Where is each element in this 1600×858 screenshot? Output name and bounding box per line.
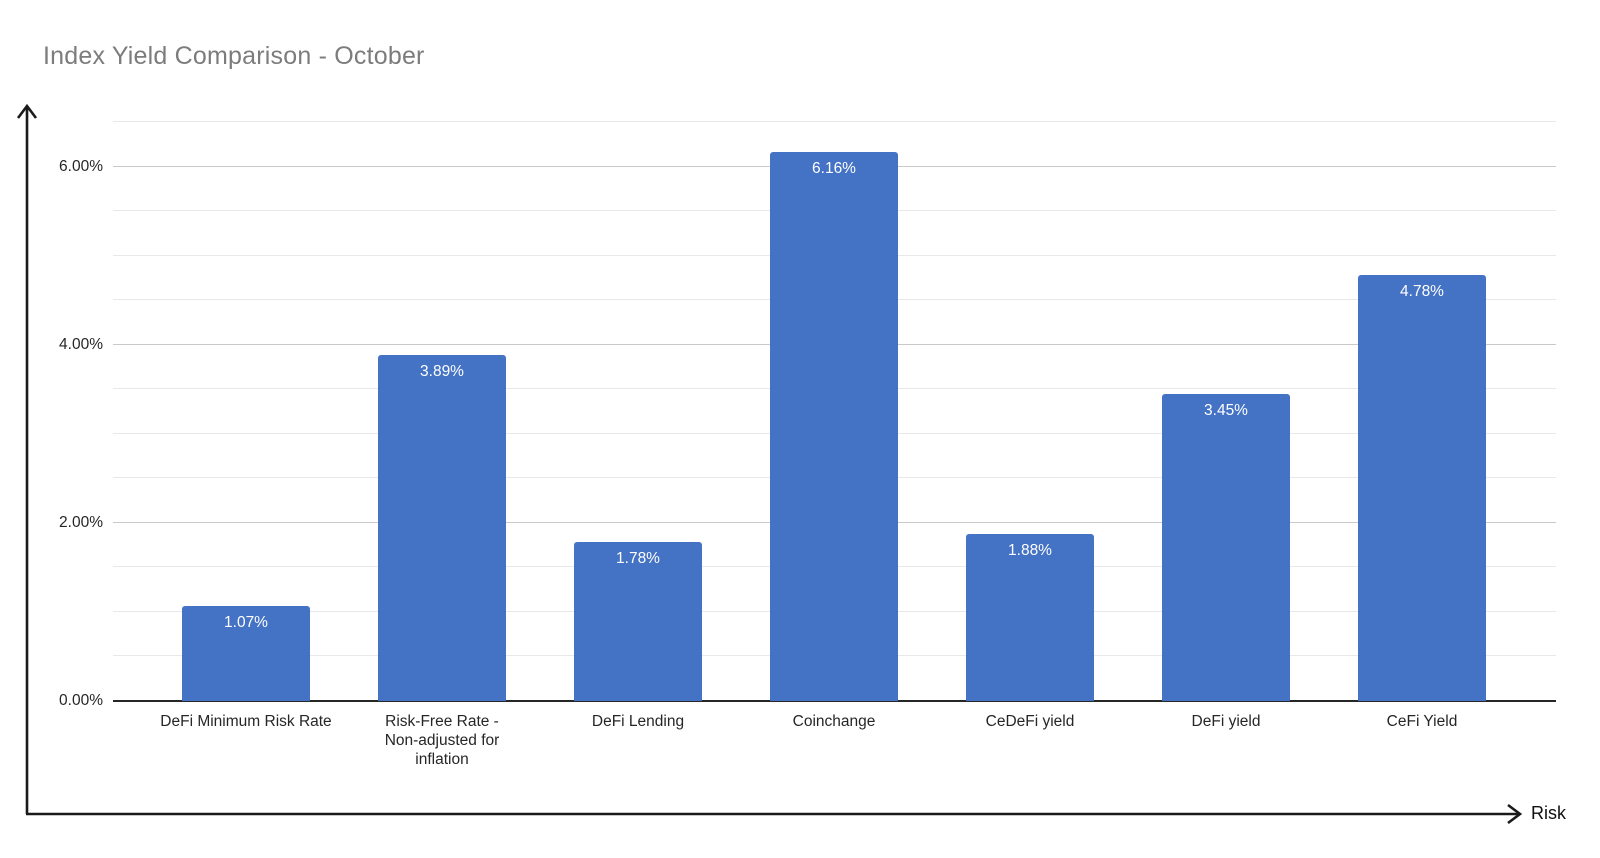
y-axis-tick-labels: 0.00% 2.00% 4.00% 6.00% bbox=[0, 122, 103, 709]
x-axis-category-label: DeFi Minimum Risk Rate bbox=[160, 713, 332, 730]
bar: 1.78% bbox=[574, 542, 702, 701]
gridline-minor bbox=[113, 121, 1556, 122]
bar: 1.88% bbox=[966, 533, 1094, 701]
bar: 6.16% bbox=[770, 152, 898, 701]
x-axis-category-label: CeFi Yield bbox=[1386, 713, 1458, 730]
x-axis-category-label: DeFi Lending bbox=[591, 713, 685, 730]
bar: 3.45% bbox=[1162, 393, 1290, 701]
bar: 3.89% bbox=[378, 354, 506, 701]
category-column: 3.89% Risk-Free Rate - Non-adjusted for i… bbox=[344, 122, 540, 768]
bar-value-label: 1.88% bbox=[1008, 541, 1052, 559]
category-column: 1.78% DeFi Lending bbox=[540, 122, 736, 730]
bar: 1.07% bbox=[182, 605, 310, 701]
x-axis-baseline bbox=[113, 700, 1556, 702]
bar-value-label: 1.78% bbox=[616, 550, 660, 568]
y-tick-label: 2.00% bbox=[59, 513, 103, 531]
x-axis-category-label: Coinchange bbox=[792, 713, 876, 730]
category-column: 6.16% Coinchange bbox=[736, 122, 932, 730]
bar-value-label: 4.78% bbox=[1400, 283, 1444, 301]
x-axis-category-label: CeDeFi yield bbox=[985, 713, 1075, 730]
x-axis-title: Risk bbox=[1531, 803, 1566, 823]
x-axis-category-label: DeFi yield bbox=[1191, 713, 1261, 730]
y-tick-label: 0.00% bbox=[59, 692, 103, 709]
y-tick-label: 6.00% bbox=[59, 157, 103, 175]
y-tick-label: 4.00% bbox=[59, 335, 103, 353]
bar-value-label: 3.45% bbox=[1204, 401, 1248, 419]
bar-value-label: 6.16% bbox=[812, 160, 856, 178]
plot-area: 1.07% DeFi Minimum Risk Rate 3.89% Risk-Fre… bbox=[113, 121, 1556, 768]
category-column: 1.88% CeDeFi yield bbox=[932, 122, 1128, 730]
bars-row: 1.07% DeFi Minimum Risk Rate 3.89% Risk-Fre… bbox=[148, 122, 1520, 768]
y-axis-arrowhead-icon bbox=[16, 103, 38, 119]
bar-value-label: 1.07% bbox=[224, 613, 268, 631]
category-column: 3.45% DeFi yield bbox=[1128, 122, 1324, 730]
bar-value-label: 3.89% bbox=[420, 362, 464, 380]
category-column: 1.07% DeFi Minimum Risk Rate bbox=[148, 122, 344, 730]
category-column: 4.78% CeFi Yield bbox=[1324, 122, 1520, 730]
x-axis-arrowhead-icon bbox=[1507, 803, 1523, 825]
chart-title: Index Yield Comparison - October bbox=[43, 42, 425, 70]
bar: 4.78% bbox=[1358, 275, 1486, 701]
x-axis-category-label: Risk-Free Rate - Non-adjusted for inflat… bbox=[384, 713, 500, 768]
